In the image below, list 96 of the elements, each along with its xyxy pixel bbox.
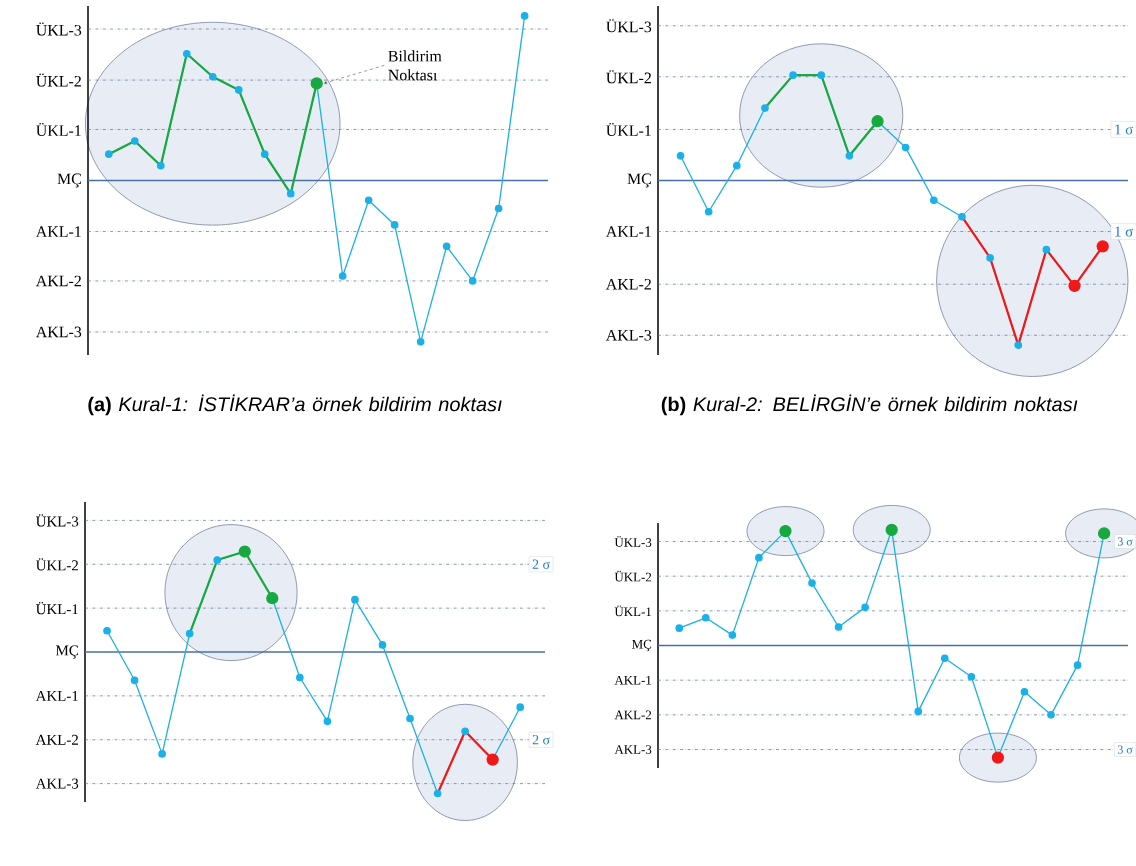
point — [390, 221, 399, 229]
annotation: 2 σ — [532, 559, 550, 569]
point — [351, 595, 359, 604]
point — [701, 613, 710, 622]
point — [494, 204, 503, 213]
ref-line-label: AKL-2 — [35, 275, 81, 287]
point — [468, 277, 477, 285]
ref-line-label: ÜKL-1 — [606, 122, 651, 136]
ref-line-label: ÜKL-2 — [36, 73, 81, 87]
point — [234, 86, 243, 94]
ref-line-label: ÜKL-1 — [614, 605, 652, 617]
point — [861, 603, 869, 612]
ref-line-label: AKL-2 — [35, 734, 78, 745]
annotation: 3 σ — [1117, 537, 1133, 546]
annotation: 2 σ — [532, 735, 550, 745]
point — [433, 789, 442, 798]
ref-line-label: AKL-1 — [35, 226, 81, 237]
ref-line-label: ÜKL-3 — [36, 22, 82, 36]
point — [755, 553, 763, 562]
point — [416, 338, 425, 346]
point — [208, 72, 217, 81]
ref-line-label: MÇ — [55, 645, 78, 659]
ref-line-label: ÜKL-1 — [36, 122, 81, 136]
ref-line-label: ÜKL-3 — [614, 536, 652, 547]
point — [1096, 240, 1109, 253]
annotation: 3 σ — [1117, 745, 1133, 754]
point — [323, 717, 332, 726]
point — [958, 212, 966, 221]
point — [914, 707, 923, 716]
point — [185, 629, 194, 638]
point — [929, 196, 938, 205]
point — [406, 714, 414, 723]
point — [817, 71, 826, 79]
point — [728, 631, 737, 639]
point — [260, 150, 269, 158]
point — [1042, 245, 1051, 254]
point — [808, 579, 816, 587]
point — [461, 727, 469, 736]
point — [1073, 661, 1082, 669]
point — [845, 151, 854, 160]
ref-line-label: MÇ — [632, 639, 652, 652]
point — [986, 254, 994, 262]
ref-line-label: ÜKL-2 — [614, 570, 652, 582]
ref-line-label: MÇ — [57, 173, 81, 188]
ref-line-label: ÜKL-3 — [606, 19, 652, 33]
ref-line-label: AKL-1 — [614, 675, 652, 685]
point — [486, 753, 499, 766]
ref-line-label: AKL-3 — [605, 329, 652, 341]
point — [675, 624, 684, 633]
point — [761, 104, 769, 112]
ref-line-label: AKL-3 — [614, 745, 652, 754]
point — [732, 161, 741, 170]
point — [1047, 711, 1055, 719]
point — [238, 545, 251, 558]
ref-line-label: AKL-2 — [614, 710, 652, 720]
point — [182, 49, 191, 58]
point — [676, 151, 685, 160]
annotation: 1 σ — [1115, 124, 1134, 135]
ref-line-label: ÜKL-2 — [606, 70, 651, 84]
point — [516, 703, 525, 712]
point — [1068, 279, 1081, 292]
annotation: 1 σ — [1115, 226, 1134, 237]
ref-line-label: AKL-1 — [605, 226, 651, 237]
ref-line-label: ÜKL-1 — [35, 602, 78, 615]
point — [704, 207, 713, 216]
point — [442, 242, 451, 251]
point — [940, 654, 949, 663]
ref-line-label: AKL-2 — [605, 278, 651, 290]
point — [156, 161, 165, 170]
point — [364, 196, 373, 205]
point — [520, 12, 529, 20]
point — [104, 150, 113, 158]
point — [286, 189, 295, 198]
text: (b) Kural-2: BELİRGİN’e örnek bildirim noktası — [661, 394, 1078, 416]
point — [338, 272, 347, 280]
point — [901, 143, 910, 152]
annotation: Bildirim Noktası — [388, 50, 442, 81]
point — [789, 71, 797, 79]
point — [834, 623, 843, 631]
point — [1020, 687, 1029, 696]
point — [130, 137, 139, 145]
point — [1014, 341, 1023, 349]
ref-line-label: ÜKL-2 — [35, 558, 78, 571]
ref-line-label: AKL-3 — [35, 326, 82, 338]
ref-line-label: AKL-1 — [35, 690, 78, 701]
text: (a) Kural-1: İSTİKRAR’a örnek bildirim noktası — [88, 394, 502, 416]
ref-line-label: MÇ — [627, 173, 651, 188]
point — [158, 750, 166, 758]
point — [213, 556, 222, 564]
ref-line-label: ÜKL-3 — [35, 514, 79, 527]
point — [103, 626, 111, 635]
point — [378, 641, 387, 649]
ref-line-label: AKL-3 — [35, 778, 79, 789]
point — [130, 676, 139, 685]
point — [296, 673, 304, 682]
point — [967, 672, 976, 681]
